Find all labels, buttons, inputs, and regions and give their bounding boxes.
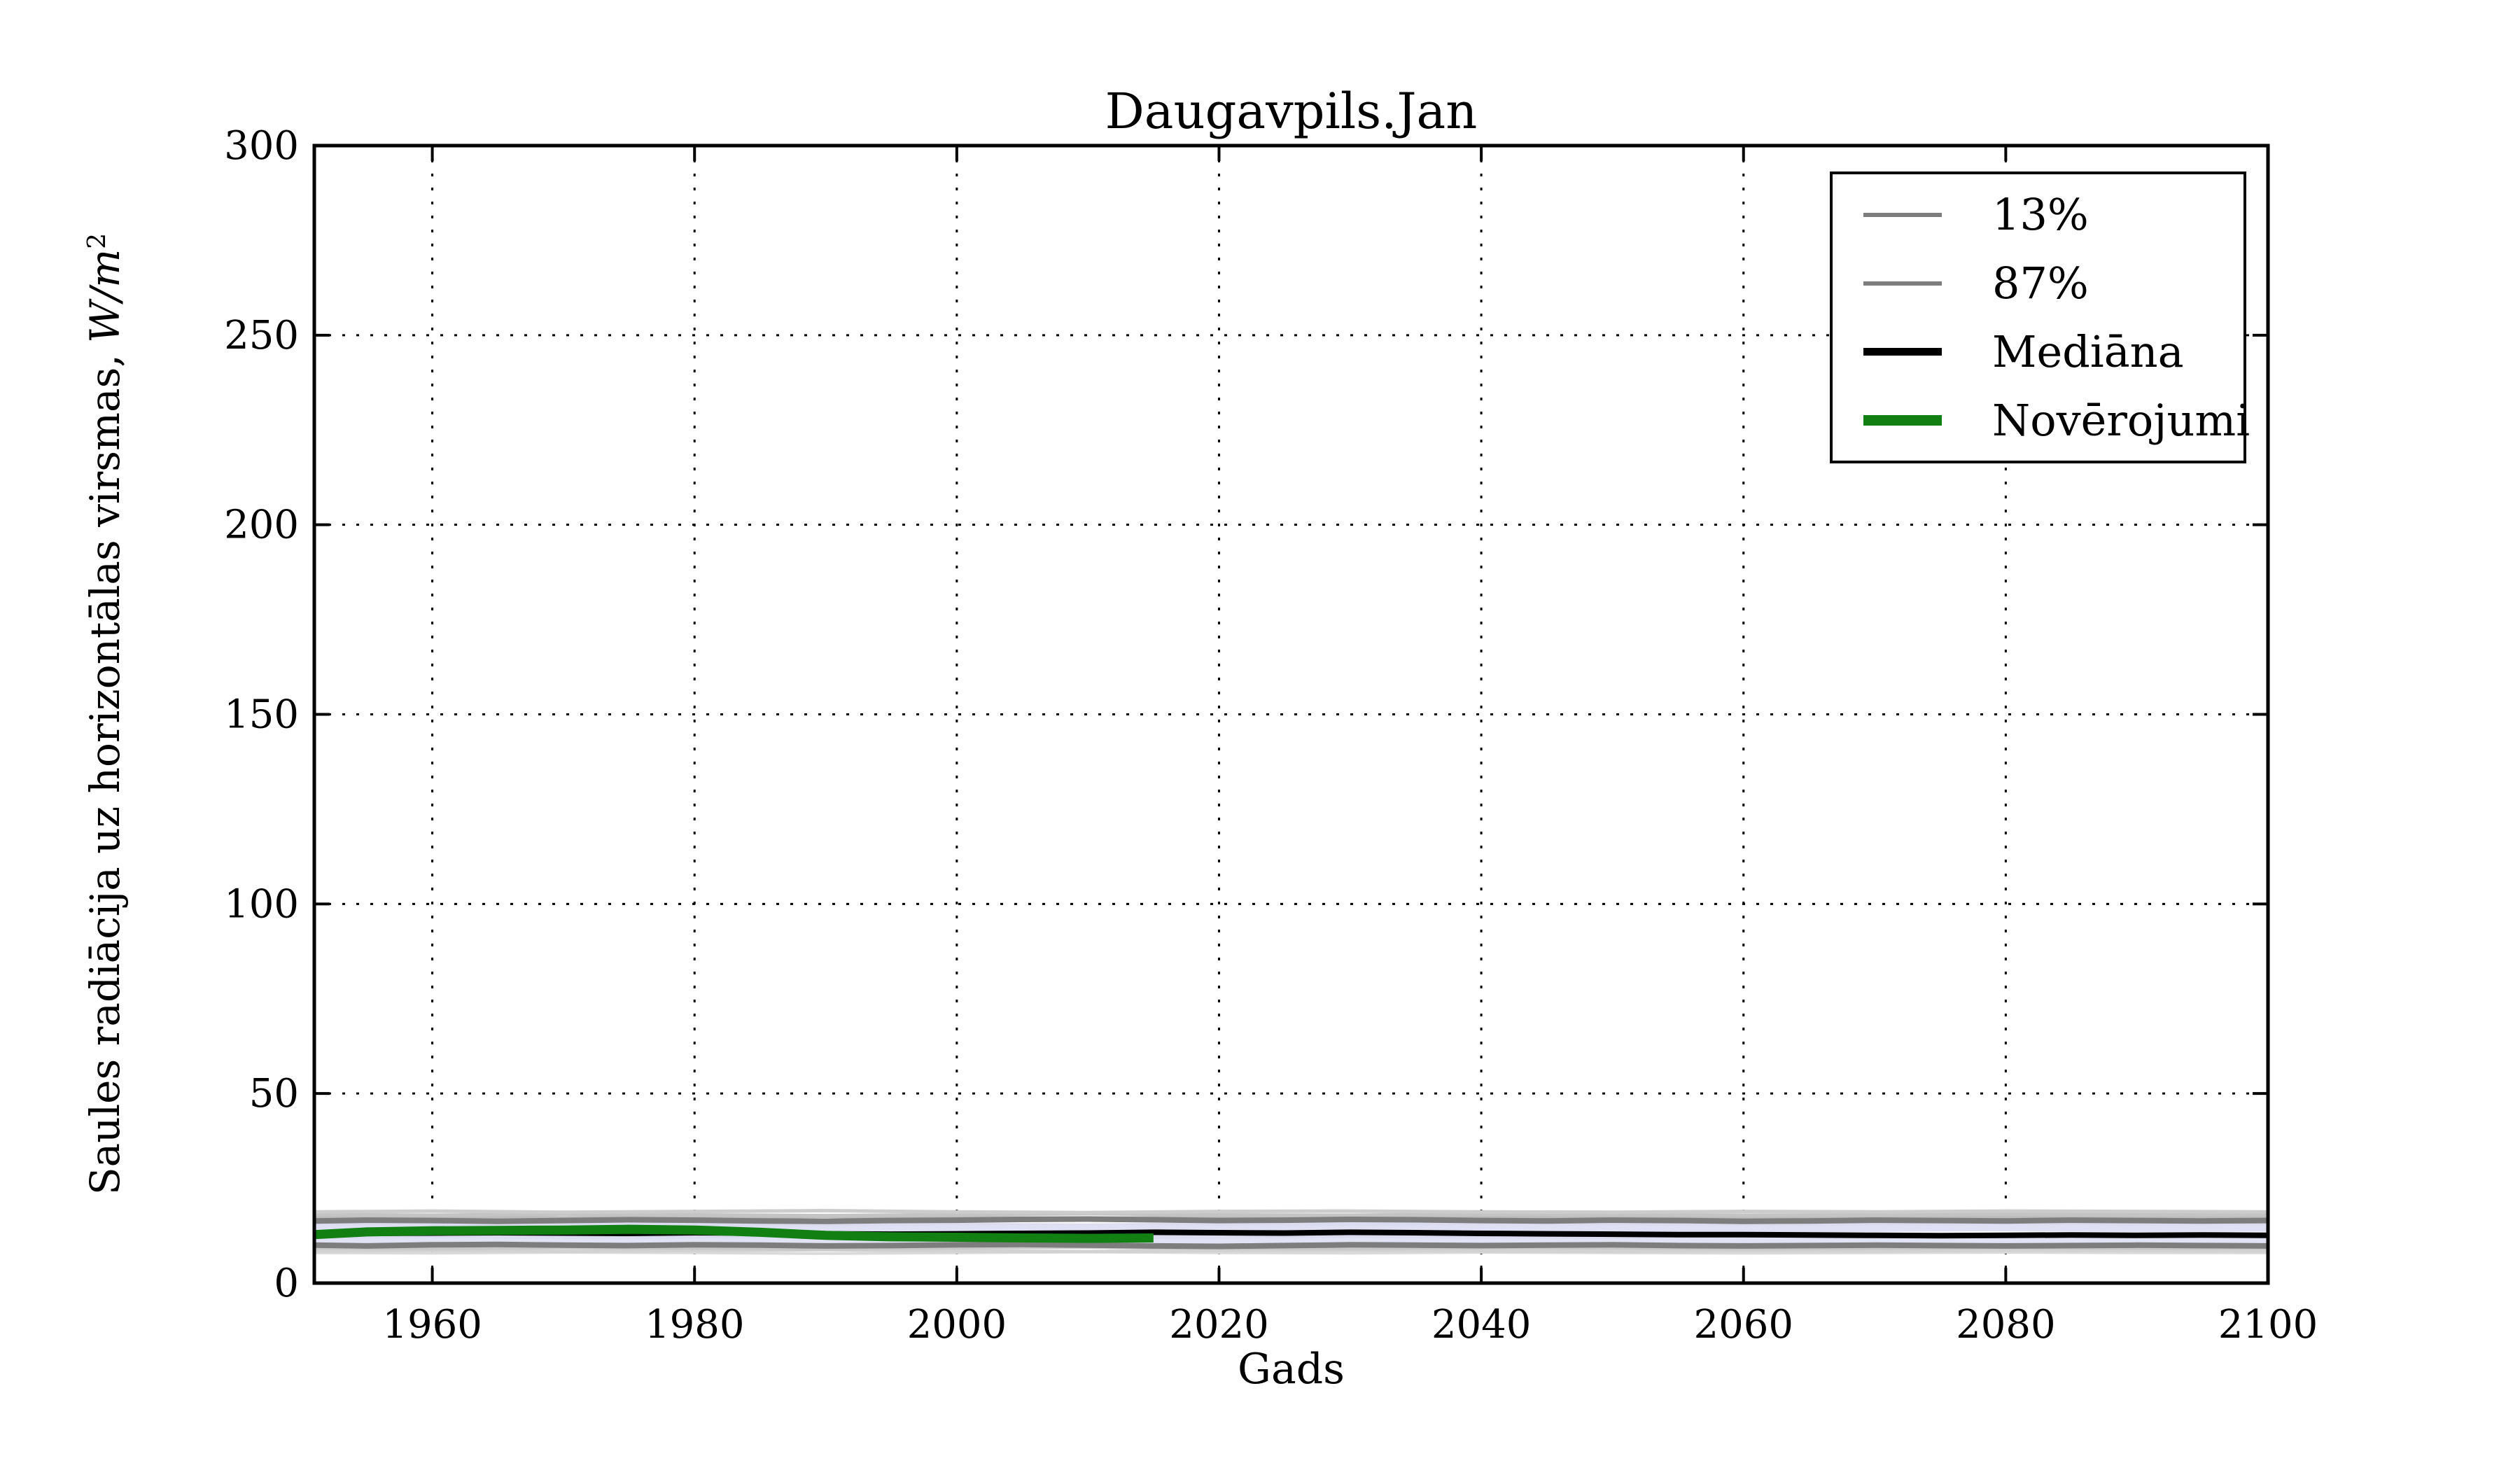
x-tick-label-2060: 2060 — [1693, 1302, 1793, 1348]
plot-title: Daugavpils.Jan — [1105, 83, 1478, 140]
x-tick-label-2000: 2000 — [907, 1302, 1007, 1348]
ensemble-line-1 — [314, 1247, 2269, 1254]
x-tick-label-2100: 2100 — [2218, 1302, 2318, 1348]
y-axis-label: Saules radiācija uz horizontālas virsmas… — [81, 232, 129, 1195]
legend-line-87-percent — [1863, 281, 1942, 286]
legend-item-mediana: Mediāna — [1833, 318, 2244, 386]
x-tick-label-2040: 2040 — [1432, 1302, 1532, 1348]
y-tick-label-250: 250 — [224, 313, 299, 358]
y-tick-label-200: 200 — [224, 503, 299, 548]
y-axis-label-units-exponent: 2 — [82, 232, 111, 249]
y-tick-label-100: 100 — [224, 881, 299, 927]
y-axis-label-units: W/m — [81, 248, 130, 343]
x-tick-label-2080: 2080 — [1956, 1302, 2056, 1348]
y-tick-label-150: 150 — [224, 692, 299, 738]
legend-label-mediana: Mediāna — [1992, 326, 2184, 377]
series-line-upper-percentile — [314, 1216, 2269, 1224]
y-tick-label-300: 300 — [224, 123, 299, 169]
x-tick-label-1960: 1960 — [382, 1302, 482, 1348]
y-tick-label-0: 0 — [274, 1261, 299, 1306]
legend-line-13-percent — [1863, 212, 1942, 217]
x-tick-label-2020: 2020 — [1169, 1302, 1269, 1348]
x-tick-label-1980: 1980 — [645, 1302, 745, 1348]
x-axis-label: Gads — [1238, 1345, 1345, 1394]
legend-line-noverojumi — [1863, 415, 1942, 426]
series-line-lower-percentile — [314, 1241, 2269, 1250]
legend-line-mediana — [1863, 348, 1942, 356]
legend-label-13-percent: 13% — [1992, 188, 2089, 240]
legend-item-13-percent: 13% — [1833, 181, 2244, 249]
legend-item-87-percent: 87% — [1833, 249, 2244, 318]
legend: 13% 87% Mediāna Novērojumi — [1830, 172, 2250, 463]
series-line-observations — [314, 1224, 1154, 1243]
ensemble-line-4 — [314, 1212, 2269, 1218]
legend-label-87-percent: 87% — [1992, 257, 2089, 309]
legend-item-noverojumi: Novērojumi — [1833, 386, 2250, 455]
ensemble-line-5 — [314, 1209, 2269, 1214]
ensemble-line-10 — [314, 1238, 2268, 1246]
y-tick-label-50: 50 — [249, 1071, 299, 1116]
legend-label-noverojumi: Novērojumi — [1992, 394, 2250, 446]
y-axis-label-text: Saules radiācija uz horizontālas virsmas… — [81, 354, 130, 1196]
